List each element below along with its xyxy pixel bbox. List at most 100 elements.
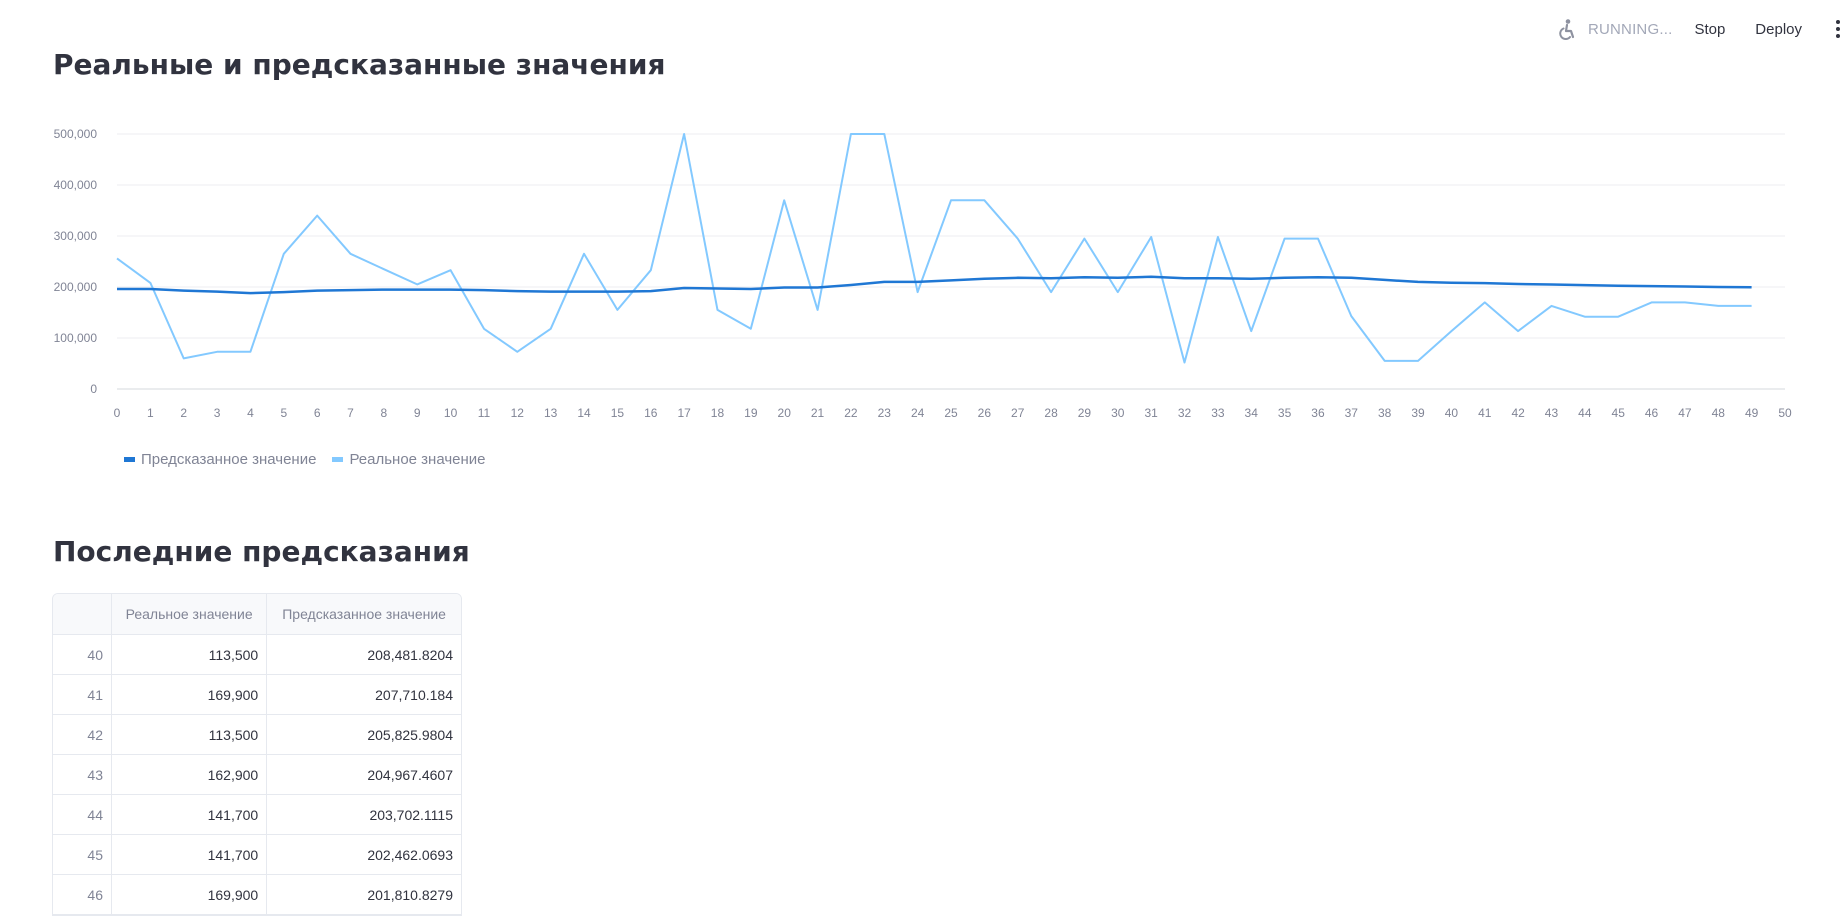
x-tick-label: 7 (347, 406, 354, 420)
x-tick-label: 39 (1411, 406, 1425, 420)
x-tick-label: 12 (511, 406, 525, 420)
x-tick-label: 42 (1511, 406, 1525, 420)
actual-value-cell[interactable]: 113,500 (111, 714, 268, 755)
table-row: 43 162,900 204,967.4607 (53, 754, 461, 795)
x-tick-label: 25 (944, 406, 958, 420)
y-tick-label: 200,000 (54, 280, 98, 294)
x-tick-label: 22 (844, 406, 858, 420)
x-tick-label: 46 (1645, 406, 1659, 420)
x-tick-label: 41 (1478, 406, 1492, 420)
actual-value-cell[interactable]: 113,500 (111, 634, 268, 675)
x-tick-label: 31 (1144, 406, 1158, 420)
row-index: 41 (53, 674, 112, 715)
x-tick-label: 23 (878, 406, 892, 420)
x-tick-label: 44 (1578, 406, 1592, 420)
actual-value-cell[interactable]: 162,900 (111, 754, 268, 795)
table-heading: Последние предсказания (53, 535, 470, 568)
x-tick-label: 50 (1778, 406, 1792, 420)
x-tick-label: 35 (1278, 406, 1292, 420)
x-tick-label: 37 (1345, 406, 1359, 420)
legend-label-predicted: Предсказанное значение (141, 451, 317, 468)
legend-swatch-predicted (124, 457, 135, 462)
legend-label-actual: Реальное значение (349, 451, 486, 468)
actual-value-cell[interactable]: 169,900 (111, 674, 268, 715)
predicted-value-cell[interactable]: 203,702.1115 (266, 794, 461, 835)
x-tick-label: 20 (778, 406, 792, 420)
x-tick-label: 9 (414, 406, 421, 420)
x-tick-label: 6 (314, 406, 321, 420)
x-tick-label: 21 (811, 406, 825, 420)
legend-swatch-actual (332, 457, 344, 462)
predicted-value-cell[interactable]: 202,462.0693 (266, 834, 461, 875)
running-person-icon (1556, 18, 1578, 40)
x-tick-label: 15 (611, 406, 625, 420)
x-tick-label: 34 (1245, 406, 1259, 420)
x-tick-label: 5 (280, 406, 287, 420)
row-index: 42 (53, 714, 112, 755)
row-index: 40 (53, 634, 112, 675)
x-tick-label: 49 (1745, 406, 1759, 420)
x-tick-label: 24 (911, 406, 925, 420)
x-tick-label: 3 (214, 406, 221, 420)
chart-heading: Реальные и предсказанные значения (53, 48, 666, 81)
table-row: 46 169,900 201,810.8279 (53, 874, 461, 915)
x-tick-label: 13 (544, 406, 558, 420)
predicted-value-cell[interactable]: 208,481.8204 (266, 634, 461, 675)
predicted-series-line (117, 275, 1752, 295)
predicted-value-cell[interactable]: 204,967.4607 (266, 754, 461, 795)
y-tick-label: 100,000 (54, 331, 98, 345)
y-tick-label: 300,000 (54, 229, 98, 243)
row-index: 45 (53, 834, 112, 875)
x-tick-label: 27 (1011, 406, 1025, 420)
x-tick-label: 40 (1445, 406, 1459, 420)
legend-item-predicted[interactable]: Предсказанное значение (124, 451, 316, 468)
chart-legend: Предсказанное значение Реальное значение (124, 451, 502, 468)
predicted-value-header[interactable]: Предсказанное значение (266, 594, 461, 635)
predicted-value-cell[interactable]: 201,810.8279 (266, 874, 461, 915)
table-row: 41 169,900 207,710.184 (53, 674, 461, 715)
kebab-menu-icon[interactable] (1832, 18, 1844, 40)
deploy-button[interactable]: Deploy (1755, 20, 1802, 38)
x-tick-label: 26 (978, 406, 992, 420)
x-tick-label: 30 (1111, 406, 1125, 420)
x-tick-label: 14 (577, 406, 591, 420)
table-row: 40 113,500 208,481.8204 (53, 634, 461, 675)
x-tick-label: 1 (147, 406, 154, 420)
x-tick-label: 36 (1311, 406, 1325, 420)
x-tick-label: 10 (444, 406, 458, 420)
x-tick-label: 47 (1678, 406, 1692, 420)
predicted-value-cell[interactable]: 207,710.184 (266, 674, 461, 715)
x-tick-label: 48 (1712, 406, 1726, 420)
row-index: 44 (53, 794, 112, 835)
y-tick-label: 500,000 (54, 127, 98, 141)
actual-value-cell[interactable]: 141,700 (111, 834, 268, 875)
x-tick-label: 45 (1612, 406, 1626, 420)
index-header (53, 594, 112, 635)
x-tick-label: 18 (711, 406, 725, 420)
x-tick-label: 29 (1078, 406, 1092, 420)
y-tick-label: 400,000 (54, 178, 98, 192)
table-row: 45 141,700 202,462.0693 (53, 834, 461, 875)
x-tick-label: 17 (677, 406, 691, 420)
actual-value-cell[interactable]: 141,700 (111, 794, 268, 835)
predicted-value-cell[interactable]: 205,825.9804 (266, 714, 461, 755)
x-tick-label: 28 (1044, 406, 1058, 420)
actual-value-cell[interactable]: 169,900 (111, 874, 268, 915)
predictions-table[interactable]: Реальное значение Предсказанное значение… (52, 593, 462, 916)
row-index: 43 (53, 754, 112, 795)
x-tick-label: 0 (114, 406, 121, 420)
x-tick-label: 8 (381, 406, 388, 420)
table-row: 44 141,700 203,702.1115 (53, 794, 461, 835)
app-toolbar: RUNNING... Stop Deploy (1556, 14, 1844, 44)
row-index: 46 (53, 874, 112, 915)
y-tick-label: 0 (90, 382, 97, 396)
actual-value-header[interactable]: Реальное значение (111, 594, 268, 635)
legend-item-actual[interactable]: Реальное значение (332, 451, 486, 468)
stop-button[interactable]: Stop (1694, 20, 1726, 38)
x-tick-label: 33 (1211, 406, 1225, 420)
x-tick-label: 19 (744, 406, 758, 420)
x-tick-label: 11 (478, 406, 491, 420)
table-row: 42 113,500 205,825.9804 (53, 714, 461, 755)
running-status: RUNNING... (1587, 20, 1673, 38)
